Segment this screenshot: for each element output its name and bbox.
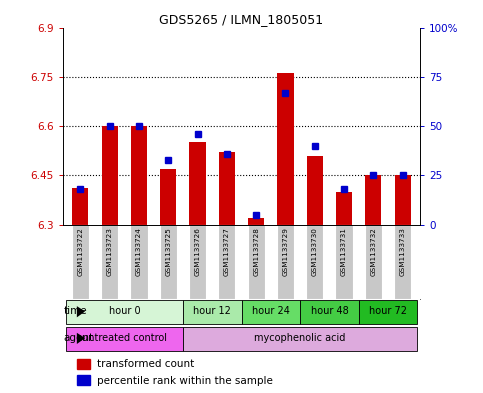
Bar xyxy=(77,359,90,369)
Bar xyxy=(71,224,89,299)
Bar xyxy=(101,126,118,224)
Bar xyxy=(66,327,183,351)
Text: untreated control: untreated control xyxy=(82,333,167,343)
Text: transformed count: transformed count xyxy=(97,359,194,369)
Bar xyxy=(277,73,294,224)
Text: mycophenolic acid: mycophenolic acid xyxy=(255,333,346,343)
Bar xyxy=(189,142,206,224)
Bar xyxy=(395,175,411,224)
Bar xyxy=(66,300,183,324)
Text: hour 48: hour 48 xyxy=(311,307,348,316)
Text: hour 72: hour 72 xyxy=(369,307,407,316)
Text: time: time xyxy=(63,307,87,316)
Bar xyxy=(394,224,412,299)
Bar xyxy=(72,188,88,224)
Text: hour 24: hour 24 xyxy=(252,307,290,316)
Bar xyxy=(218,224,236,299)
Text: GSM1133730: GSM1133730 xyxy=(312,227,318,275)
Bar xyxy=(335,224,353,299)
Bar xyxy=(359,300,417,324)
Bar xyxy=(247,224,265,299)
Text: hour 12: hour 12 xyxy=(193,307,231,316)
Bar xyxy=(307,156,323,224)
Text: hour 0: hour 0 xyxy=(109,307,140,316)
Text: GSM1133724: GSM1133724 xyxy=(136,227,142,275)
Bar xyxy=(219,152,235,224)
Text: GSM1133731: GSM1133731 xyxy=(341,227,347,275)
Bar xyxy=(336,192,352,224)
Bar xyxy=(183,327,417,351)
Text: GSM1133722: GSM1133722 xyxy=(77,227,84,275)
Bar xyxy=(130,224,148,299)
Bar xyxy=(248,218,264,224)
Bar xyxy=(183,300,242,324)
Bar xyxy=(159,224,177,299)
Bar xyxy=(189,224,206,299)
Text: GSM1133732: GSM1133732 xyxy=(370,227,376,275)
Text: GSM1133728: GSM1133728 xyxy=(253,227,259,275)
Bar xyxy=(242,300,300,324)
Text: GSM1133727: GSM1133727 xyxy=(224,227,230,275)
Bar xyxy=(101,224,118,299)
Text: GSM1133723: GSM1133723 xyxy=(107,227,113,275)
Bar xyxy=(365,175,382,224)
Text: GSM1133733: GSM1133733 xyxy=(399,227,406,275)
Text: GSM1133729: GSM1133729 xyxy=(283,227,288,275)
Bar xyxy=(365,224,382,299)
Polygon shape xyxy=(77,306,85,317)
Bar xyxy=(160,169,176,224)
Title: GDS5265 / ILMN_1805051: GDS5265 / ILMN_1805051 xyxy=(159,13,324,26)
Text: agent: agent xyxy=(63,333,94,343)
Text: GSM1133726: GSM1133726 xyxy=(195,227,200,275)
Text: GSM1133725: GSM1133725 xyxy=(165,227,171,275)
Text: percentile rank within the sample: percentile rank within the sample xyxy=(97,376,272,386)
Bar xyxy=(306,224,324,299)
Bar xyxy=(300,300,359,324)
Bar xyxy=(131,126,147,224)
Bar xyxy=(277,224,294,299)
Polygon shape xyxy=(77,333,85,344)
Bar xyxy=(77,375,90,386)
